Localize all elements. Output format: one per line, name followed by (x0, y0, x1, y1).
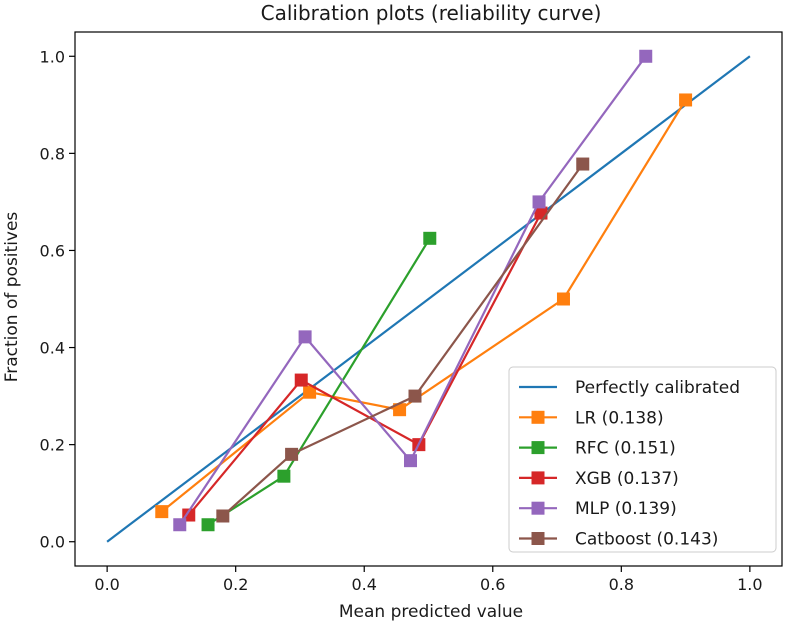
legend-marker-catboost (531, 532, 545, 545)
series-line-perfectly-calibrated (106, 55, 751, 543)
data-point-catboost (408, 389, 422, 403)
data-point-rfc (277, 469, 291, 483)
data-point-lr (679, 93, 693, 107)
legend-label-lr: LR (0.138) (575, 408, 664, 428)
y-tick-label: 0.6 (40, 241, 65, 260)
legend-label-perfectly-calibrated: Perfectly calibrated (575, 378, 740, 398)
data-point-mlp (532, 195, 546, 209)
data-point-catboost (216, 509, 230, 523)
data-point-lr (556, 292, 570, 306)
chart-title: Calibration plots (reliability curve) (261, 1, 602, 25)
x-tick-label: 0.4 (352, 575, 377, 594)
x-tick-label: 0.8 (609, 575, 634, 594)
x-axis-label: Mean predicted value (339, 602, 523, 622)
data-point-lr (393, 403, 407, 417)
x-tick-label: 0.2 (223, 575, 248, 594)
plot-area: 0.0 0.2 0.4 0.6 0.8 1.0 0.0 0.2 0.4 0.6 0.8 1.0 Perf… (40, 31, 783, 594)
series-line-catboost (222, 163, 584, 517)
y-tick-label: 0.2 (40, 436, 65, 455)
y-tick-label: 0.8 (40, 144, 65, 163)
data-point-rfc (201, 518, 215, 532)
legend-label-catboost: Catboost (0.143) (575, 530, 718, 550)
y-tick-label: 0.4 (40, 339, 65, 358)
legend-label-xgb: XGB (0.137) (575, 469, 679, 489)
legend-marker-xgb (531, 471, 545, 485)
legend-marker-lr (531, 410, 545, 424)
y-tick-label: 0.0 (40, 533, 65, 552)
x-tick-label: 1.0 (737, 575, 762, 594)
y-axis-label: Fraction of positives (2, 212, 22, 383)
data-point-rfc (423, 231, 437, 245)
legend-marker-mlp (531, 501, 545, 515)
y-tick-label: 1.0 (40, 47, 65, 66)
legend-label-rfc: RFC (0.151) (575, 439, 676, 459)
data-point-catboost (576, 157, 590, 171)
series-line-xgb (187, 212, 542, 516)
legend-label-mlp: MLP (0.139) (575, 499, 677, 519)
legend-box (508, 366, 777, 553)
data-point-lr (303, 385, 317, 399)
x-tick-label: 0.0 (94, 575, 119, 594)
data-point-mlp (298, 330, 312, 344)
data-point-lr (155, 505, 169, 519)
data-point-mlp (404, 454, 418, 468)
data-point-xgb (294, 373, 308, 387)
legend-marker-rfc (531, 441, 545, 455)
x-tick-label: 0.6 (480, 575, 505, 594)
data-point-mlp (173, 518, 187, 532)
plot-frame (74, 31, 783, 567)
data-point-catboost (285, 447, 299, 461)
data-point-mlp (639, 49, 653, 63)
